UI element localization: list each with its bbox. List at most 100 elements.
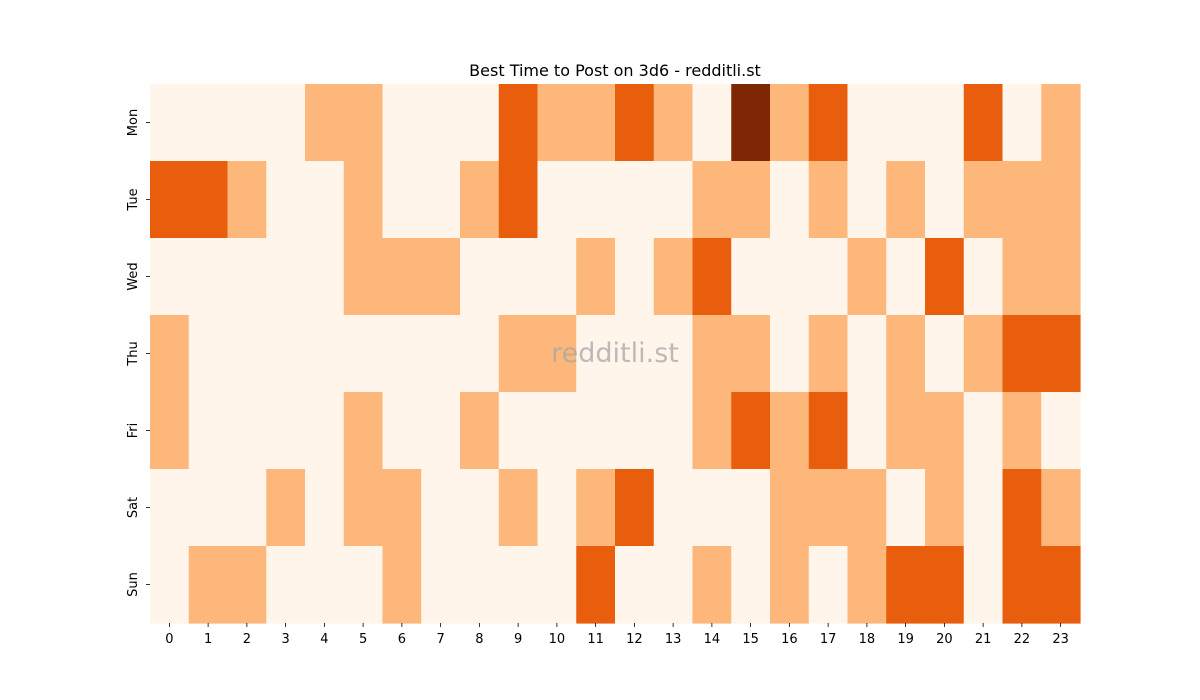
heatmap-cell-wed-23 <box>1041 238 1081 316</box>
heatmap-cell-thu-23 <box>1041 315 1081 393</box>
heatmap-cells <box>150 84 1081 624</box>
x-tick-label: 21 <box>975 632 992 647</box>
heatmap-cell-sun-12 <box>615 546 655 624</box>
heatmap-cell-sun-9 <box>498 546 539 624</box>
heatmap-cell-tue-14 <box>692 161 732 239</box>
heatmap-cell-mon-10 <box>537 84 577 162</box>
chart-title: Best Time to Post on 3d6 - redditli.st <box>469 61 761 80</box>
heatmap-cell-fri-17 <box>808 392 849 470</box>
heatmap-cell-sat-13 <box>653 469 694 547</box>
heatmap-cell-fri-2 <box>227 392 267 470</box>
heatmap-cell-sat-17 <box>808 469 849 547</box>
x-tick-label: 4 <box>320 632 328 647</box>
heatmap-cell-wed-18 <box>847 238 887 316</box>
x-tick-label: 8 <box>475 632 483 647</box>
heatmap-cell-mon-8 <box>460 84 500 162</box>
heatmap-cell-wed-15 <box>731 238 771 316</box>
heatmap-cell-fri-16 <box>770 392 810 470</box>
x-tick-label: 14 <box>704 632 721 647</box>
heatmap-cell-wed-12 <box>615 238 655 316</box>
heatmap-cell-sat-4 <box>305 469 345 547</box>
watermark-text: redditli.st <box>551 338 679 369</box>
heatmap-cell-fri-15 <box>731 392 771 470</box>
heatmap-cell-fri-3 <box>266 392 306 470</box>
heatmap-cell-sun-0 <box>150 546 190 624</box>
x-tick-label: 13 <box>665 632 682 647</box>
heatmap-cell-sun-2 <box>227 546 267 624</box>
heatmap-cell-tue-18 <box>847 161 887 239</box>
heatmap-cell-tue-15 <box>731 161 771 239</box>
heatmap-cell-sun-18 <box>847 546 887 624</box>
heatmap-cell-fri-18 <box>847 392 887 470</box>
heatmap-cell-sun-3 <box>266 546 306 624</box>
heatmap-cell-thu-3 <box>266 315 306 393</box>
heatmap-cell-tue-21 <box>963 161 1004 239</box>
heatmap-cell-mon-14 <box>692 84 732 162</box>
heatmap-cell-sat-6 <box>382 469 422 547</box>
heatmap-cell-tue-13 <box>653 161 694 239</box>
heatmap-cell-mon-7 <box>421 84 461 162</box>
x-tick-label: 12 <box>626 632 643 647</box>
heatmap-cell-mon-19 <box>886 84 926 162</box>
heatmap-cell-sat-3 <box>266 469 306 547</box>
heatmap-cell-sat-2 <box>227 469 267 547</box>
heatmap-cell-sat-11 <box>576 469 616 547</box>
heatmap-cell-wed-5 <box>343 238 384 316</box>
heatmap-cell-fri-13 <box>653 392 694 470</box>
y-tick-label: Sun <box>126 572 141 597</box>
heatmap-cell-mon-21 <box>963 84 1004 162</box>
heatmap-cell-tue-12 <box>615 161 655 239</box>
heatmap-cell-sun-10 <box>537 546 577 624</box>
x-tick-label: 1 <box>204 632 212 647</box>
heatmap-cell-mon-1 <box>188 84 229 162</box>
heatmap-cell-sun-23 <box>1041 546 1081 624</box>
heatmap-cell-mon-5 <box>343 84 384 162</box>
heatmap-cell-sun-19 <box>886 546 926 624</box>
x-tick-label: 15 <box>742 632 759 647</box>
heatmap-cell-wed-14 <box>692 238 732 316</box>
heatmap-cell-sat-22 <box>1002 469 1042 547</box>
heatmap-cell-mon-12 <box>615 84 655 162</box>
x-tick-label: 20 <box>936 632 953 647</box>
heatmap-cell-tue-3 <box>266 161 306 239</box>
heatmap-cell-mon-22 <box>1002 84 1042 162</box>
heatmap-cell-sun-17 <box>808 546 849 624</box>
heatmap-cell-tue-10 <box>537 161 577 239</box>
heatmap-cell-sat-23 <box>1041 469 1081 547</box>
x-tick-label: 2 <box>243 632 251 647</box>
heatmap-cell-thu-11 <box>576 315 616 393</box>
heatmap-cell-sun-15 <box>731 546 771 624</box>
heatmap-cell-mon-3 <box>266 84 306 162</box>
heatmap-cell-sun-16 <box>770 546 810 624</box>
x-tick-label: 11 <box>587 632 604 647</box>
x-tick-label: 0 <box>165 632 173 647</box>
x-axis: 0 1 2 3 4 5 6 7 8 9 10 11 12 13 14 15 16 17 18 19 20 21 22 23 <box>165 623 1069 647</box>
heatmap-cell-tue-19 <box>886 161 926 239</box>
heatmap-cell-fri-6 <box>382 392 422 470</box>
heatmap-cell-sat-0 <box>150 469 190 547</box>
heatmap-cell-sat-18 <box>847 469 887 547</box>
heatmap-cell-thu-13 <box>653 315 694 393</box>
heatmap-cell-tue-17 <box>808 161 849 239</box>
heatmap-cell-mon-15 <box>731 84 771 162</box>
y-tick-label: Fri <box>126 423 141 439</box>
heatmap-cell-thu-0 <box>150 315 190 393</box>
heatmap-cell-sat-21 <box>963 469 1004 547</box>
heatmap-cell-fri-7 <box>421 392 461 470</box>
heatmap-cell-wed-22 <box>1002 238 1042 316</box>
heatmap-cell-sat-15 <box>731 469 771 547</box>
heatmap-cell-wed-2 <box>227 238 267 316</box>
heatmap-cell-wed-3 <box>266 238 306 316</box>
heatmap-cell-mon-13 <box>653 84 694 162</box>
heatmap-cell-wed-19 <box>886 238 926 316</box>
heatmap-cell-fri-10 <box>537 392 577 470</box>
heatmap-cell-sun-11 <box>576 546 616 624</box>
heatmap-cell-fri-14 <box>692 392 732 470</box>
heatmap-cell-fri-1 <box>188 392 229 470</box>
x-tick-label: 16 <box>781 632 798 647</box>
heatmap-cell-sun-7 <box>421 546 461 624</box>
x-tick-label: 23 <box>1052 632 1069 647</box>
heatmap-cell-wed-17 <box>808 238 849 316</box>
y-tick-label: Mon <box>126 109 141 136</box>
heatmap-cell-thu-16 <box>770 315 810 393</box>
